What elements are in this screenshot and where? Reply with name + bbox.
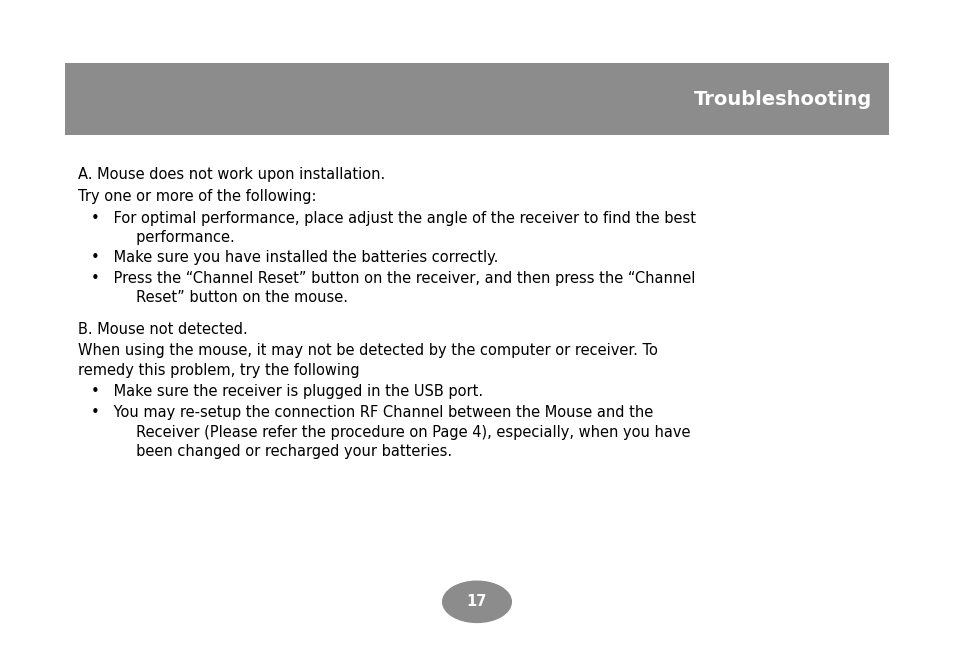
- Text: Try one or more of the following:: Try one or more of the following:: [78, 189, 316, 203]
- FancyBboxPatch shape: [65, 63, 888, 135]
- Text: B. Mouse not detected.: B. Mouse not detected.: [78, 322, 248, 336]
- Text: •   Make sure you have installed the batteries correctly.: • Make sure you have installed the batte…: [91, 250, 497, 265]
- Text: •   Make sure the receiver is plugged in the USB port.: • Make sure the receiver is plugged in t…: [91, 384, 482, 399]
- Text: performance.: performance.: [112, 230, 234, 245]
- Text: •   Press the “Channel Reset” button on the receiver, and then press the “Channe: • Press the “Channel Reset” button on th…: [91, 271, 695, 286]
- Text: Receiver (Please refer the procedure on Page 4), especially, when you have: Receiver (Please refer the procedure on …: [112, 425, 689, 440]
- Text: Reset” button on the mouse.: Reset” button on the mouse.: [112, 291, 347, 305]
- Text: remedy this problem, try the following: remedy this problem, try the following: [78, 363, 359, 378]
- Text: •   For optimal performance, place adjust the angle of the receiver to find the : • For optimal performance, place adjust …: [91, 211, 695, 225]
- Text: When using the mouse, it may not be detected by the computer or receiver. To: When using the mouse, it may not be dete…: [78, 343, 658, 358]
- Text: been changed or recharged your batteries.: been changed or recharged your batteries…: [112, 444, 451, 459]
- Ellipse shape: [442, 581, 511, 622]
- Text: Troubleshooting: Troubleshooting: [693, 90, 871, 108]
- Text: A. Mouse does not work upon installation.: A. Mouse does not work upon installation…: [78, 167, 385, 182]
- Text: 17: 17: [466, 595, 487, 609]
- Text: •   You may re-setup the connection RF Channel between the Mouse and the: • You may re-setup the connection RF Cha…: [91, 406, 652, 420]
